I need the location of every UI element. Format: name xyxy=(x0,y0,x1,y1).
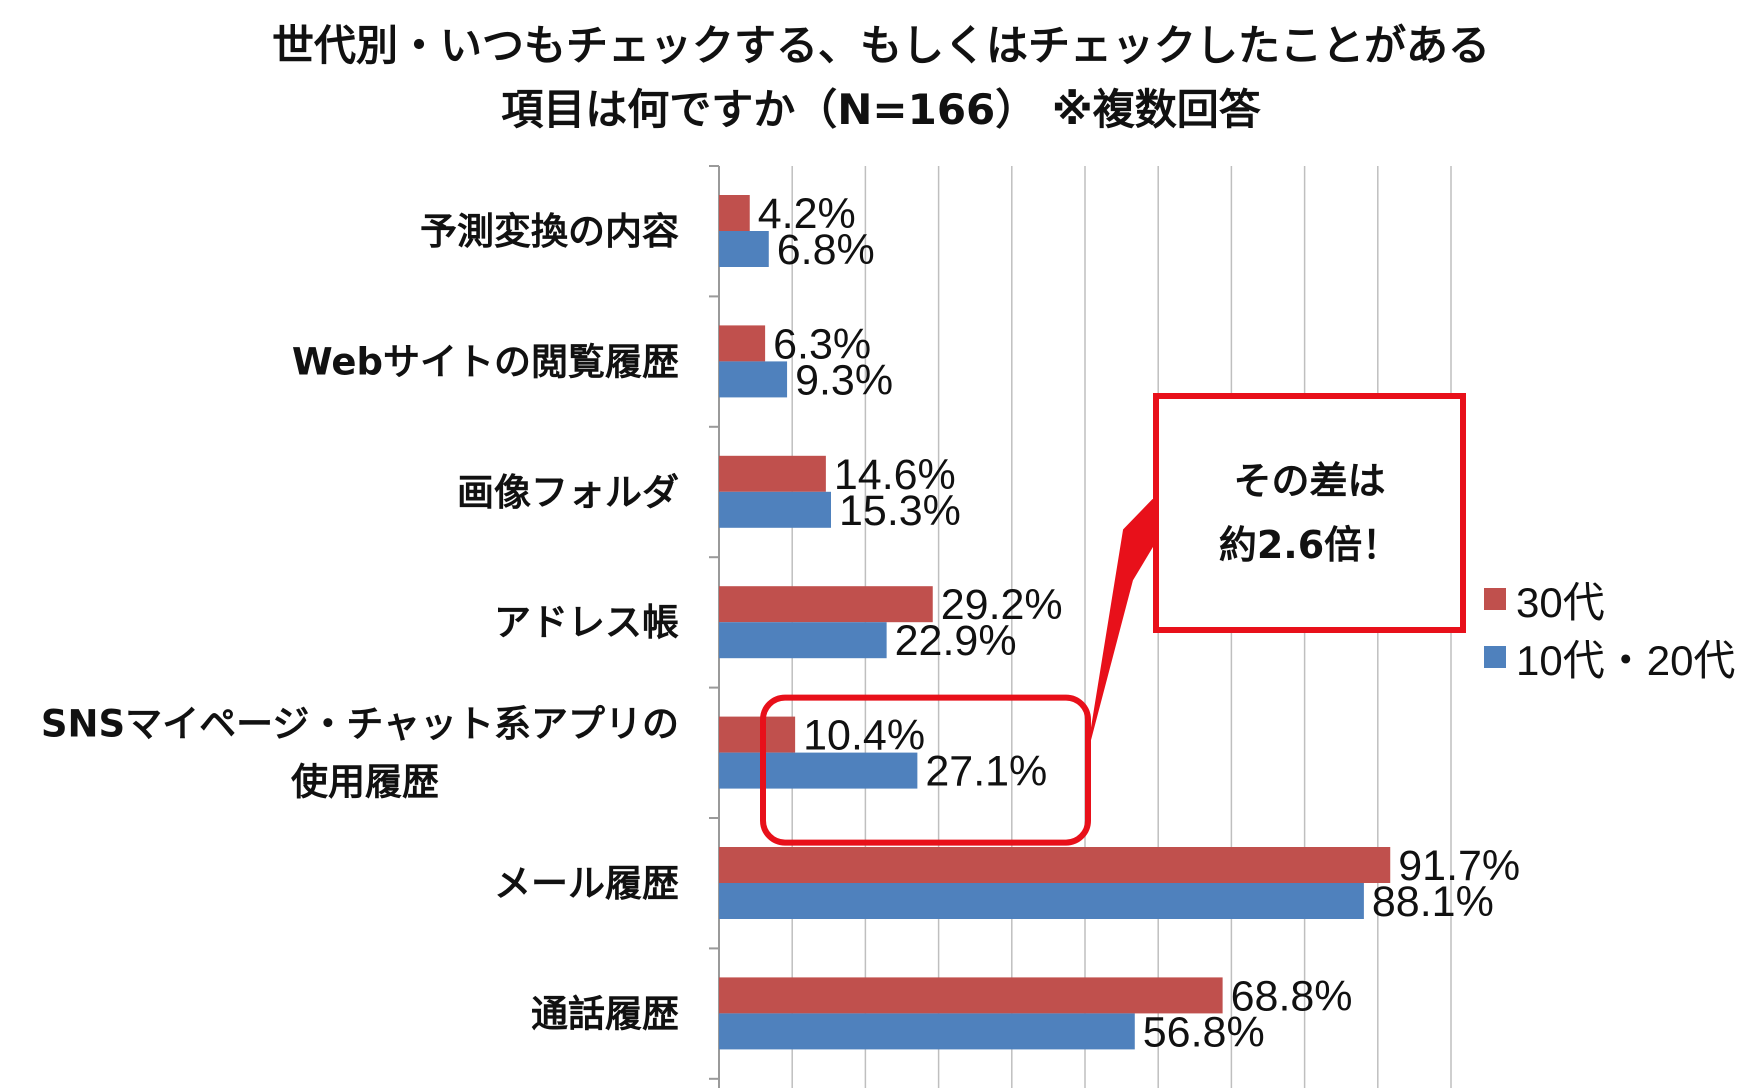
bar-1020 xyxy=(719,231,769,267)
data-label: 14.6% xyxy=(834,451,956,499)
data-label: 88.1% xyxy=(1372,878,1494,926)
category-label: メール履歴 xyxy=(494,862,679,905)
category-label: 予測変換の内容 xyxy=(420,210,679,253)
category-label: アドレス帳 xyxy=(494,601,679,644)
callout-line-1: その差は xyxy=(1233,459,1386,503)
bar-30 xyxy=(719,847,1391,883)
data-label: 10.4% xyxy=(803,712,925,760)
callout-line-2: 約2.6倍！ xyxy=(1218,523,1401,567)
data-label: 9.3% xyxy=(795,356,893,404)
data-label: 6.3% xyxy=(773,320,871,368)
data-label: 68.8% xyxy=(1231,972,1353,1020)
legend: 30代 10代・20代 xyxy=(1484,570,1735,686)
bar-1020 xyxy=(719,491,831,528)
bar-30 xyxy=(719,716,796,753)
bar-30 xyxy=(719,977,1223,1014)
highlight-box xyxy=(760,694,1091,846)
data-label: 91.7% xyxy=(1398,842,1520,890)
callout-pointer xyxy=(1089,499,1154,741)
legend-swatch-1020 xyxy=(1484,646,1506,668)
chart-title-line-2: 項目は何ですか（N=166） ※複数回答 xyxy=(501,85,1261,134)
legend-label-30: 30代 xyxy=(1516,578,1605,626)
bar-1020 xyxy=(719,361,788,398)
chart-title: 世代別・いつもチェックする、もしくはチェックしたことがある 項目は何ですか（N=… xyxy=(0,14,1762,142)
data-label: 6.8% xyxy=(777,226,875,274)
category-label: SNSマイページ・チャット系アプリの使用履歴 xyxy=(41,703,679,804)
data-label: 22.9% xyxy=(895,617,1017,665)
data-label: 27.1% xyxy=(925,748,1047,796)
data-label: 56.8% xyxy=(1143,1008,1265,1056)
bar-30 xyxy=(719,455,826,492)
data-label: 29.2% xyxy=(941,581,1063,629)
chart-title-line-1: 世代別・いつもチェックする、もしくはチェックしたことがある xyxy=(271,21,1490,70)
bar-1020 xyxy=(719,1013,1135,1050)
data-label: 4.2% xyxy=(758,190,856,238)
bar-30 xyxy=(719,325,766,362)
category-label: Webサイトの閲覧履歴 xyxy=(292,340,679,383)
legend-item-1020: 10代・20代 xyxy=(1484,628,1735,686)
legend-label-1020: 10代・20代 xyxy=(1516,636,1736,684)
category-label: 画像フォルダ xyxy=(457,471,679,514)
bar-30 xyxy=(719,586,933,623)
legend-item-30: 30代 xyxy=(1484,570,1735,628)
bar-30 xyxy=(719,195,750,231)
bar-1020 xyxy=(719,883,1364,919)
category-label: 通話履歴 xyxy=(531,992,679,1035)
callout-box: その差は 約2.6倍！ xyxy=(1153,393,1466,633)
bar-1020 xyxy=(719,622,887,659)
bar-1020 xyxy=(719,752,918,789)
data-label: 15.3% xyxy=(839,487,961,535)
legend-swatch-30 xyxy=(1484,588,1506,610)
